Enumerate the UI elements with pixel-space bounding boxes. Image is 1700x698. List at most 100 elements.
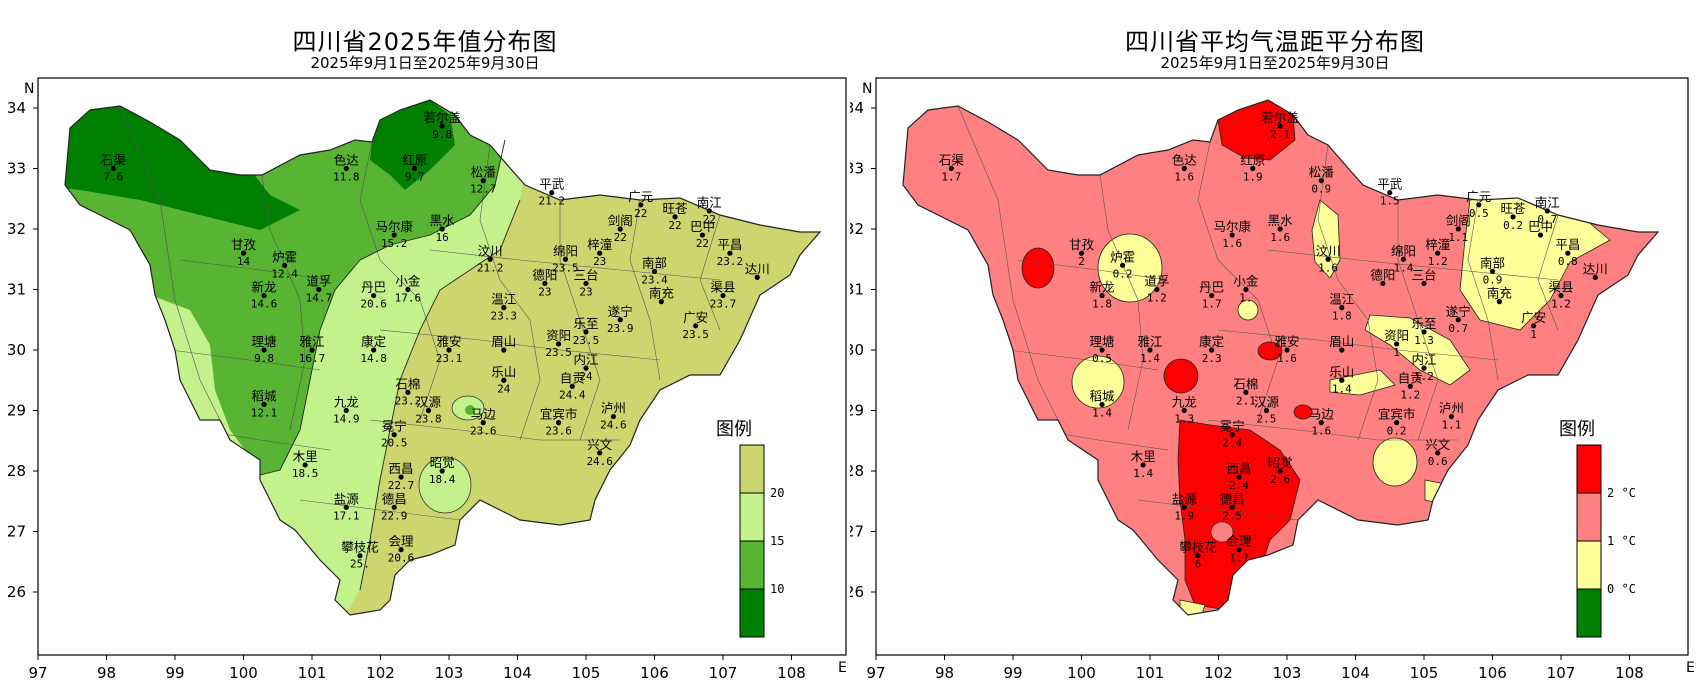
lat-tick-label: 29: [7, 402, 26, 420]
east-label: E: [838, 660, 847, 676]
lat-tick-label: 27: [850, 523, 864, 541]
lon-tick-label: 100: [1067, 664, 1096, 682]
station-dot: [706, 208, 712, 214]
station-name: 资阳: [1384, 328, 1409, 343]
station-value: 17.6: [395, 292, 422, 305]
zone-contours: [259, 139, 521, 591]
station-dot: [1181, 407, 1187, 414]
station-name: 内江: [1411, 352, 1436, 367]
station-value: 23: [593, 255, 606, 268]
station-name: 泸州: [601, 401, 626, 416]
station-name: 色达: [1172, 153, 1198, 168]
station-value: 9.8: [254, 352, 274, 365]
lon-tick-label: 99: [165, 664, 184, 682]
station-value: 22: [703, 213, 716, 226]
station-name: 新龙: [252, 280, 277, 295]
station-dot: [1078, 250, 1085, 256]
station-name: 昭觉: [430, 455, 455, 470]
station-value: 1.6: [1174, 171, 1194, 184]
station-dot: [1236, 474, 1242, 480]
lat-tick-label: 31: [7, 281, 26, 299]
station-dot: [1394, 341, 1400, 347]
station-name: 冕宁: [382, 419, 407, 434]
map-title: 四川省平均气温距平分布图: [1125, 28, 1425, 56]
station-name: 九龙: [1172, 395, 1197, 410]
station-value: 0.8: [1558, 255, 1578, 268]
station-value: 12.7: [470, 183, 497, 196]
zone-gt2-luzhou: [1484, 449, 1516, 476]
station-name: 西昌: [389, 461, 414, 476]
station-dot: [446, 347, 452, 353]
station-name: 理塘: [1090, 334, 1115, 349]
station-name: 温江: [491, 292, 516, 307]
station-value: 1.5: [1380, 195, 1400, 208]
station-value: 22.7: [388, 479, 415, 492]
lat-tick-label: 29: [850, 402, 864, 420]
station-dot: [398, 474, 404, 480]
station-value: 2: [1078, 255, 1085, 268]
station-dot: [439, 226, 445, 232]
station-dot: [487, 256, 493, 262]
station-value: 21.2: [539, 195, 566, 208]
zone-zhaojue: [418, 456, 472, 514]
zone-lt10-zoige: [370, 100, 455, 190]
legend-swatch-10-15: [739, 540, 765, 590]
station-dot: [1099, 347, 1105, 353]
station-dot: [948, 165, 954, 172]
map-subtitle: 2025年9月1日至2025年9月30日: [1160, 54, 1390, 72]
station-dot: [343, 407, 349, 414]
station-value: 23.5: [545, 346, 572, 359]
station-dot: [391, 232, 397, 238]
lat-tick-label: 32: [850, 220, 864, 238]
lat-tick-label: 31: [850, 281, 864, 299]
station-name: 汉源: [1254, 395, 1280, 410]
lon-tick-label: 98: [97, 664, 116, 682]
station-value: 22: [614, 231, 627, 244]
station-name: 会理: [389, 534, 415, 549]
lat-tick-label: 34: [850, 99, 864, 117]
station-value: 23.5: [552, 261, 579, 274]
station-dot: [1229, 232, 1235, 238]
station-value: 1.6: [1270, 231, 1290, 244]
station-dot: [391, 432, 397, 438]
station-name: 广元: [628, 189, 653, 204]
station-value: 22: [634, 207, 647, 220]
station-dot: [1489, 268, 1496, 274]
station-value: 9.7: [405, 171, 425, 184]
station-dot: [1407, 383, 1413, 389]
station-name: 广安: [1521, 310, 1546, 325]
station-value: 1.1: [1441, 419, 1461, 432]
zone-0-1-yibin: [1372, 437, 1418, 487]
lat-tick-label: 30: [850, 341, 864, 359]
station-dot: [1229, 432, 1235, 438]
station-dot: [1209, 347, 1215, 353]
station-name: 眉山: [491, 334, 516, 349]
station-value: 2.5: [1257, 413, 1277, 426]
station-name: 绵阳: [553, 243, 578, 258]
station-name: 理塘: [252, 334, 277, 349]
station-value: 1.9: [1174, 509, 1194, 522]
station-name: 巴中: [690, 219, 715, 234]
station-value: 16: [436, 231, 449, 244]
zone-0-1-xiaojin: [1237, 299, 1259, 321]
station-name: 南江: [697, 195, 722, 210]
station-name: 红原: [1240, 153, 1265, 168]
lon-tick-label: 98: [935, 664, 954, 682]
legend-swatch-gt20: [739, 444, 765, 494]
station-name: 甘孜: [231, 237, 257, 252]
legend-swatch-0-1: [1576, 540, 1602, 590]
zone-gt2-blob: [1257, 341, 1283, 361]
map-frame: [37, 77, 847, 656]
station-dot: [1318, 178, 1324, 184]
legend-swatch-gt2: [1576, 444, 1602, 494]
lon-tick-label: 99: [1003, 664, 1022, 682]
station-name: 马边: [1309, 407, 1335, 422]
zone-gt2-gulin: [1461, 489, 1496, 521]
lat-tick-label: 28: [850, 462, 864, 480]
station-dot: [1236, 547, 1242, 553]
station-name: 泸州: [1439, 401, 1464, 416]
lon-tick-label: 108: [1615, 664, 1644, 682]
station-name: 康定: [361, 334, 386, 349]
station-dot: [658, 299, 664, 305]
